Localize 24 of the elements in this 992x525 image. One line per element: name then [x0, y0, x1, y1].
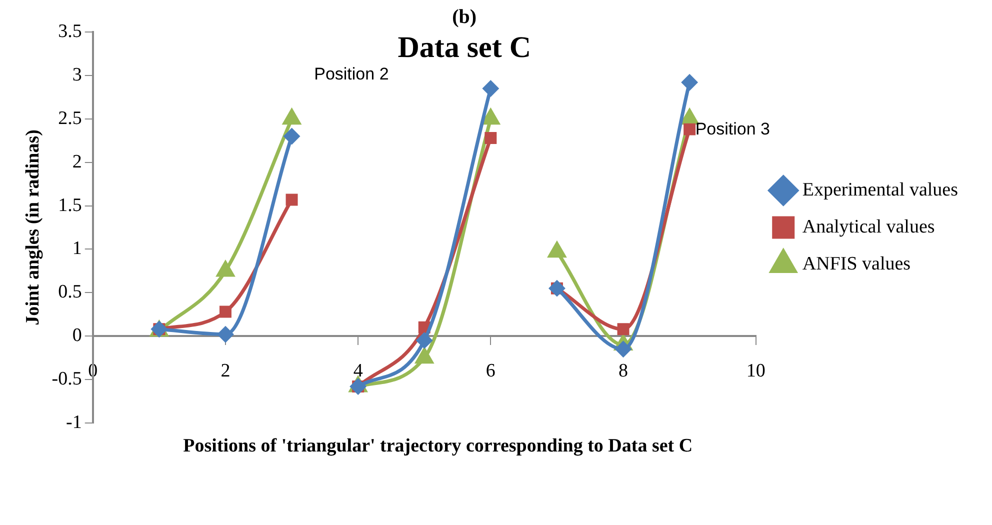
x-tick-label: 4 [353, 360, 364, 382]
y-tick-label: 3.5 [58, 20, 82, 42]
y-tick-label: 3 [72, 64, 82, 86]
x-tick-label: 2 [220, 360, 230, 382]
y-axis-title: Joint angles (in radinas) [22, 130, 44, 326]
x-tick-label: 6 [486, 360, 496, 382]
legend-label: Experimental values [802, 179, 958, 200]
y-tick-label: 0.5 [58, 282, 82, 303]
x-tick-label: 8 [618, 360, 628, 382]
x-tick-label: 10 [746, 360, 766, 382]
text: (b) [452, 6, 477, 28]
legend-label: Analytical values [802, 216, 935, 238]
annotation: Position 2 [314, 64, 389, 84]
y-tick-label: 2.5 [58, 108, 82, 129]
y-tick-label: -0.5 [52, 368, 82, 390]
y-tick-label: 1 [72, 238, 82, 260]
legend-label: ANFIS values [802, 253, 911, 274]
chart-title: Data set C [398, 30, 532, 64]
y-tick-label: 1.5 [58, 194, 82, 216]
annotation: Position 3 [695, 119, 770, 138]
x-axis-title: Positions of 'triangular' trajectory corresponding to Data set C [183, 435, 693, 456]
y-tick-label: 2 [72, 151, 82, 172]
y-tick-label: -1 [66, 412, 82, 433]
y-tick-label: 0 [72, 325, 82, 346]
